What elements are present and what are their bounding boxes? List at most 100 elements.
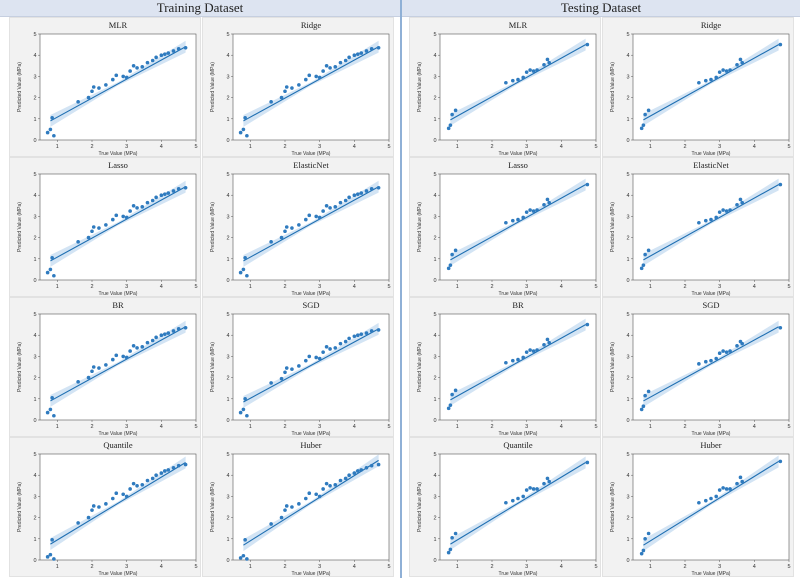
x-axis-label: True Value (MPa) [292,571,331,577]
data-point [535,68,539,72]
plot-area [232,313,390,421]
data-point [531,349,536,353]
data-point [145,200,150,205]
data-point [453,531,458,536]
y-tick-label: 5 [33,452,36,458]
data-point [86,95,91,100]
data-point [124,494,129,499]
x-tick-label: 5 [387,284,390,290]
x-tick-label: 5 [194,284,197,290]
data-point [97,366,101,370]
data-point [528,68,532,72]
y-tick-label: 3 [33,354,36,360]
data-point [241,407,246,412]
regression-line [450,324,586,401]
y-tick-label: 5 [33,312,36,318]
data-point [86,235,91,240]
x-tick-label: 5 [594,564,597,570]
x-tick-label: 1 [56,424,59,430]
data-point [45,555,50,559]
scatter-chart: MLR 1 2 3 4 5 0 1 2 3 4 5 True Value (MPa) Predicted … [417,20,598,157]
data-point [76,380,80,384]
data-point [121,74,125,79]
x-tick-label: 1 [249,284,252,290]
y-tick-label: 4 [626,53,629,59]
y-axis-label: Predicted Value (MPa) [610,202,616,252]
data-point [76,240,80,244]
x-tick-label: 2 [283,284,286,290]
data-point [52,273,56,278]
x-tick-label: 4 [560,144,563,150]
data-point [91,225,96,229]
data-point [284,504,289,508]
data-point [735,202,739,207]
data-point [504,360,508,365]
data-point [245,413,249,418]
data-point [364,331,369,335]
data-point [359,51,364,55]
data-point [128,69,132,73]
data-point [121,354,125,359]
regression-line [243,186,379,262]
y-tick-label: 1 [33,117,36,123]
data-point [356,333,360,337]
data-point [531,69,536,73]
y-tick-label: 4 [226,473,229,479]
data-point [135,66,139,70]
data-point [284,85,289,89]
data-point [324,345,329,349]
x-tick-label: 4 [160,564,163,570]
x-tick-label: 1 [56,284,59,290]
data-point [535,348,539,352]
data-point [639,407,644,412]
x-tick-label: 5 [387,424,390,430]
data-point [245,557,249,561]
data-point [48,127,53,132]
y-tick-label: 2 [626,236,629,242]
x-tick-label: 1 [649,564,652,570]
data-point [269,381,273,385]
y-tick-label: 2 [626,376,629,382]
data-point [50,395,54,400]
y-tick-label: 0 [433,418,436,424]
x-tick-label: 5 [194,564,197,570]
y-tick-label: 2 [433,516,436,522]
x-axis-label: True Value (MPa) [292,291,331,297]
data-point [521,215,525,220]
data-point [646,531,651,536]
data-point [76,100,80,104]
y-tick-label: 5 [226,452,229,458]
testing-header: Testing Dataset [402,0,800,17]
x-tick-label: 3 [125,144,128,150]
data-point [238,130,243,135]
regression-line [243,459,379,546]
data-point [364,465,369,470]
data-point [724,350,729,354]
data-point [704,498,708,503]
regression-line [50,46,186,122]
data-point [356,192,360,196]
x-tick-label: 4 [353,284,356,290]
data-point [90,508,94,512]
data-point [131,481,136,486]
data-point [333,205,338,209]
data-point [516,217,520,222]
x-tick-label: 4 [560,564,563,570]
x-tick-label: 5 [787,144,790,150]
data-point [176,47,181,51]
y-tick-label: 5 [226,32,229,38]
data-point [641,548,646,553]
y-tick-label: 1 [626,537,629,543]
data-point [279,376,284,381]
data-point [238,410,243,415]
data-point [704,78,708,83]
data-point [728,349,732,353]
data-point [183,45,188,50]
data-point [91,85,96,89]
data-point [304,217,308,222]
y-tick-label: 0 [626,418,629,424]
data-point [114,491,119,496]
x-axis-label: True Value (MPa) [99,151,138,157]
data-point [104,223,108,227]
data-point [641,263,646,267]
